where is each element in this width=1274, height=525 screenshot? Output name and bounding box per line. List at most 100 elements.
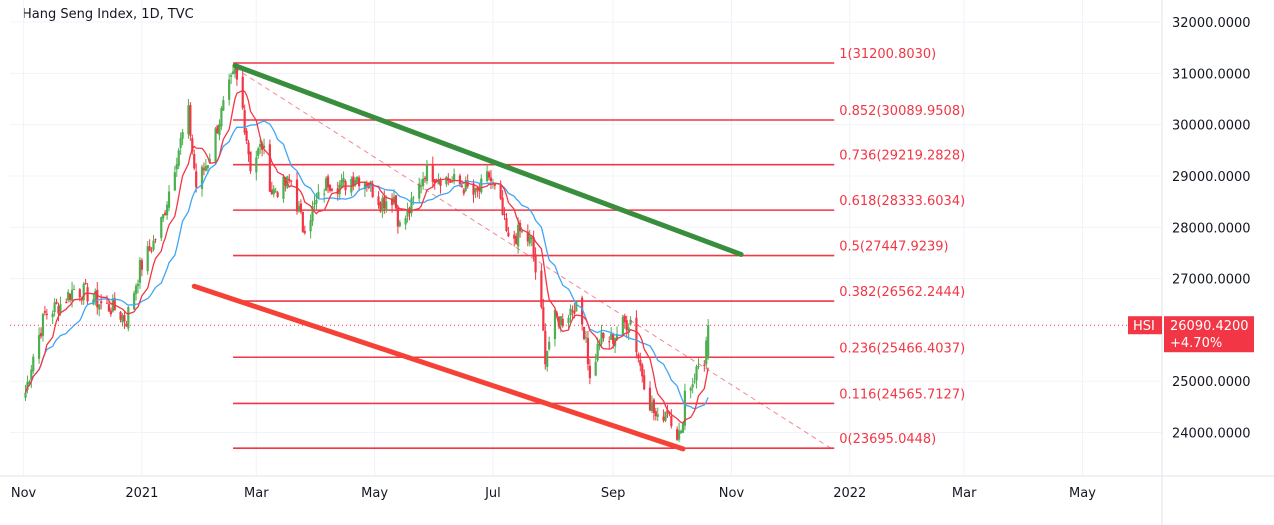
candle-body — [24, 392, 27, 398]
candle-body — [677, 430, 681, 440]
candle-body — [489, 177, 493, 182]
candle-body — [567, 317, 570, 324]
candle-body — [134, 285, 138, 294]
x-tick-label: Nov — [11, 486, 37, 501]
candle-body — [627, 327, 630, 333]
candle-body — [695, 366, 698, 381]
candle-body — [501, 197, 504, 215]
candle-body — [637, 354, 640, 359]
candle-body — [664, 411, 667, 421]
candle-body — [499, 184, 502, 199]
fib-level-label: 0(23695.0448) — [839, 432, 936, 447]
fib-level-label: 0.5(27447.9239) — [839, 240, 948, 255]
candle-body — [276, 192, 279, 197]
candle-body — [532, 237, 535, 257]
candle-body — [179, 138, 182, 148]
candle-body — [86, 287, 89, 302]
candle-body — [165, 204, 169, 216]
x-tick-label: Mar — [952, 486, 977, 501]
candle-body — [573, 310, 576, 314]
candle-body — [476, 187, 479, 191]
candle-body — [493, 183, 496, 186]
candle-body — [45, 313, 48, 315]
candle-body — [390, 198, 394, 205]
candle-body — [313, 202, 316, 205]
moving-averages — [24, 89, 709, 425]
chart-title: Hang Seng Index, 1D, TVC — [22, 7, 194, 22]
candle-body — [596, 343, 599, 361]
candle-body — [693, 381, 696, 383]
candle-body — [654, 411, 657, 417]
fib-level-label: 0.236(25466.4037) — [839, 341, 965, 356]
candle-body — [608, 341, 611, 343]
candle-body — [623, 315, 626, 323]
candle-body — [396, 207, 399, 227]
candle-body — [315, 199, 318, 204]
candle-body — [78, 289, 81, 298]
candle-body — [621, 317, 624, 336]
candle-body — [705, 340, 708, 365]
candle-body — [507, 232, 510, 237]
candle-body — [421, 178, 425, 187]
candle-body — [612, 333, 615, 344]
candle-body — [140, 260, 143, 270]
candle-body — [610, 333, 613, 340]
candle-body — [181, 132, 184, 139]
fib-level-label: 1(31200.8030) — [839, 47, 936, 62]
candle-body — [272, 188, 275, 195]
candle-body — [594, 361, 597, 376]
candle-body — [639, 359, 642, 366]
candle-body — [363, 183, 367, 190]
candle-body — [290, 180, 293, 182]
fib-level-label: 0.618(28333.6034) — [839, 194, 965, 209]
candle-body — [214, 128, 217, 162]
candle-body — [235, 66, 239, 80]
candle-body — [32, 356, 35, 372]
candle-body — [561, 318, 564, 327]
candle-body — [517, 224, 520, 247]
candle-body — [107, 304, 111, 312]
candle-body — [268, 144, 271, 192]
candle-body — [602, 333, 605, 339]
candle-body — [553, 310, 557, 339]
candle-body — [30, 369, 33, 381]
candle-body — [69, 293, 72, 300]
candle-body — [133, 293, 136, 310]
candle-body — [200, 166, 204, 189]
price-tag-bg — [1164, 316, 1254, 353]
candle-body — [39, 333, 43, 337]
candle-body — [571, 310, 574, 312]
candle-body — [439, 179, 442, 186]
last-price-label: 26090.4200 — [1170, 319, 1249, 334]
candle-body — [26, 382, 29, 390]
fib-level-label: 0.736(29219.2828) — [839, 149, 965, 164]
candle-body — [177, 150, 180, 166]
candle-body — [311, 206, 314, 222]
x-tick-label: Nov — [719, 486, 745, 501]
candle-body — [600, 332, 603, 344]
candle-body — [365, 183, 368, 187]
candle-body — [676, 429, 679, 440]
candle-body — [670, 416, 673, 427]
candle-body — [683, 390, 687, 426]
candle-body — [641, 364, 644, 377]
candle-body — [259, 143, 262, 148]
candle-body — [228, 79, 231, 100]
y-tick-label: 27000.0000 — [1172, 273, 1251, 288]
candle-body — [445, 176, 448, 185]
candle-body — [423, 177, 427, 180]
candle-body — [650, 402, 654, 411]
candle-body — [193, 154, 196, 169]
candle-body — [379, 202, 382, 212]
y-tick-label: 24000.0000 — [1172, 427, 1251, 442]
grid — [10, 0, 1162, 476]
candle-body — [154, 239, 157, 241]
candle-body — [43, 311, 47, 313]
candle-body — [84, 282, 87, 285]
candle-body — [581, 297, 584, 325]
candle-body — [187, 105, 190, 135]
candle-body — [241, 76, 244, 109]
candle-body — [648, 387, 652, 411]
candle-body — [557, 316, 560, 327]
